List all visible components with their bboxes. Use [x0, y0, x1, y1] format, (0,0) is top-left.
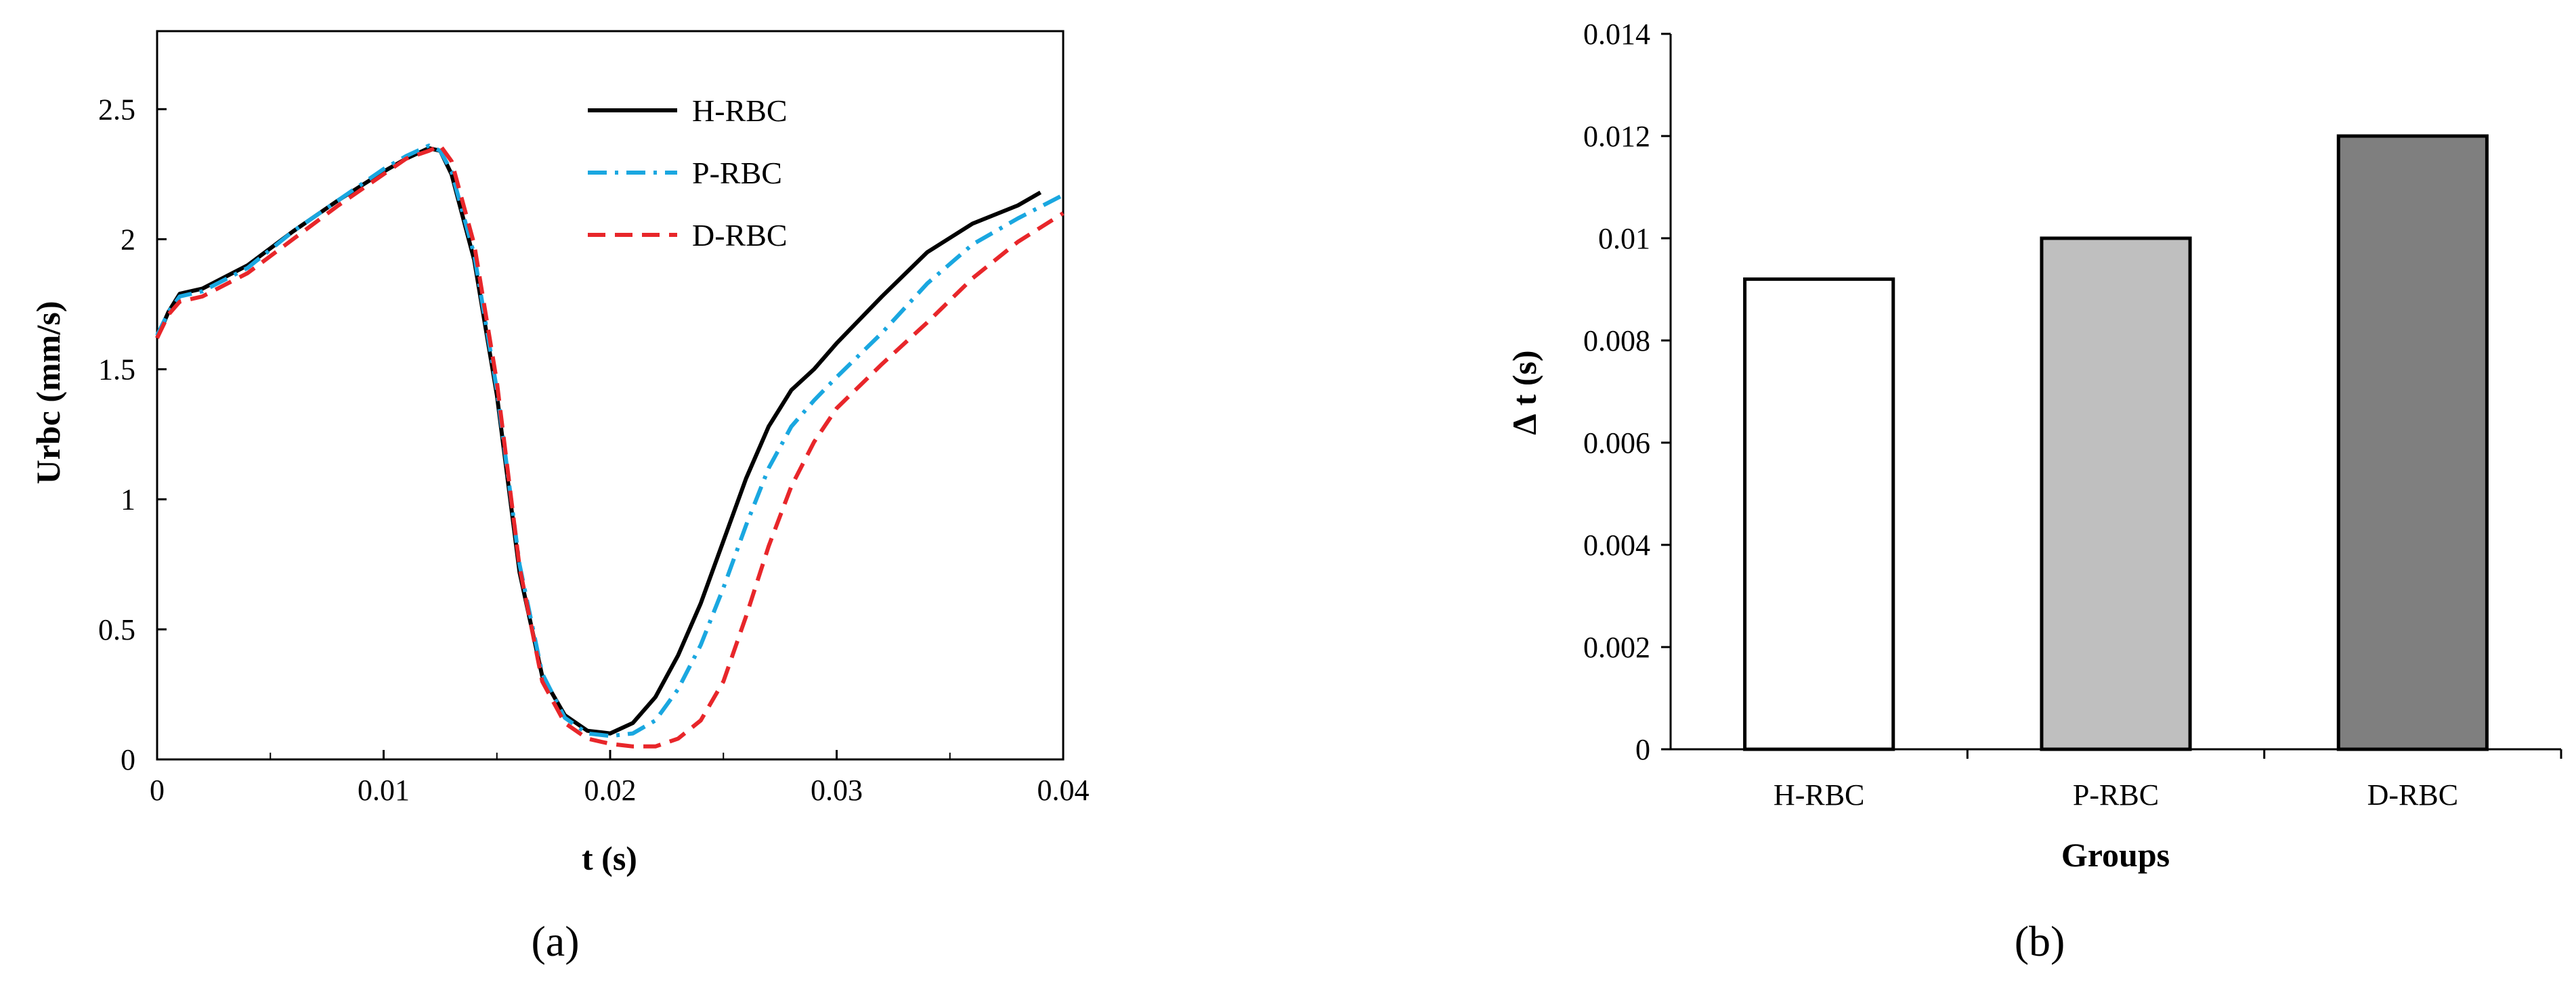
line-chart-x-axis-title: t (s) [582, 839, 637, 877]
x-tick-label: 0.03 [811, 774, 863, 807]
legend-label-h-rbc: H-RBC [692, 93, 788, 128]
bar-chart-y-axis-title: ∆ t (s) [1505, 351, 1543, 435]
x-tick-label: 0.01 [358, 774, 410, 807]
y-tick-label: 0.012 [1583, 120, 1650, 153]
x-tick-label: 0.02 [584, 774, 637, 807]
x-category-label: H-RBC [1774, 778, 1864, 812]
bar-p-rbc [2040, 236, 2192, 751]
line-chart-y-axis-title: Urbc (mm/s) [29, 301, 67, 485]
y-tick-label: 1 [121, 483, 135, 516]
x-category-label: D-RBC [2367, 778, 2458, 812]
bar-chart-panel: 0 0.002 0.004 0.006 0.008 0.01 0.012 0.014 H-RB… [1505, 18, 2562, 965]
bar-chart-ticks: 0 0.002 0.004 0.006 0.008 0.01 0.012 0.014 [1583, 18, 2562, 766]
y-tick-label: 0.008 [1583, 324, 1650, 357]
bar-chart-bars: H-RBC P-RBC D-RBC [1743, 134, 2489, 812]
legend-label-p-rbc: P-RBC [692, 156, 782, 190]
y-tick-label: 0 [121, 743, 135, 776]
bar-d-rbc [2336, 134, 2489, 751]
x-tick-label: 0.04 [1037, 774, 1090, 807]
bar-h-rbc [1743, 277, 1895, 751]
y-tick-label: 2.5 [98, 93, 135, 126]
panel-label-a: (a) [531, 917, 579, 965]
y-tick-label: 0.5 [98, 613, 135, 646]
y-tick-label: 0.004 [1583, 529, 1650, 562]
panel-label-b: (b) [2015, 917, 2065, 965]
y-tick-label: 0 [1635, 733, 1650, 766]
y-tick-label: 2 [121, 223, 135, 256]
bar-chart-x-axis-title: Groups [2061, 836, 2170, 874]
y-tick-label: 0.002 [1583, 631, 1650, 664]
line-chart-legend: H-RBC P-RBC D-RBC [588, 93, 788, 252]
line-chart-series [155, 143, 1065, 749]
line-chart-plot-frame [156, 30, 1065, 761]
line-chart-panel: 0 0.01 0.02 0.03 0.04 0 0.5 1 1.5 2 2.5 H-RBC P-RBC… [29, 30, 1090, 965]
series-line-d-rbc [155, 143, 1065, 749]
y-tick-label: 1.5 [98, 353, 135, 386]
series-line-p-rbc [155, 143, 1065, 738]
x-category-label: P-RBC [2073, 778, 2159, 812]
legend-label-d-rbc: D-RBC [692, 218, 788, 252]
y-tick-label: 0.01 [1598, 222, 1650, 255]
x-tick-label: 0 [150, 774, 165, 807]
line-chart-ticks: 0 0.01 0.02 0.03 0.04 0 0.5 1 1.5 2 2.5 [98, 93, 1090, 807]
y-tick-label: 0.006 [1583, 426, 1650, 460]
y-tick-label: 0.014 [1583, 18, 1650, 51]
